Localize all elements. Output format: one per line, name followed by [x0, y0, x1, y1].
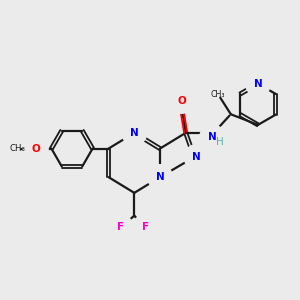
Circle shape: [133, 215, 158, 240]
Text: H: H: [216, 137, 223, 147]
Circle shape: [108, 215, 133, 240]
Circle shape: [23, 136, 48, 161]
Text: CH₃: CH₃: [211, 90, 225, 99]
Text: F: F: [142, 222, 149, 232]
Text: N: N: [208, 132, 217, 142]
Text: N: N: [254, 79, 262, 89]
Circle shape: [184, 145, 209, 169]
Circle shape: [122, 120, 147, 145]
Circle shape: [246, 71, 270, 96]
Circle shape: [148, 165, 172, 190]
Circle shape: [200, 125, 225, 150]
Text: O: O: [177, 96, 186, 106]
Circle shape: [169, 88, 194, 113]
Text: N: N: [130, 128, 139, 138]
Text: F: F: [117, 222, 124, 232]
Text: N: N: [156, 172, 164, 182]
Text: N: N: [192, 152, 201, 162]
Text: O: O: [31, 144, 40, 154]
Text: CH₃: CH₃: [10, 144, 26, 153]
